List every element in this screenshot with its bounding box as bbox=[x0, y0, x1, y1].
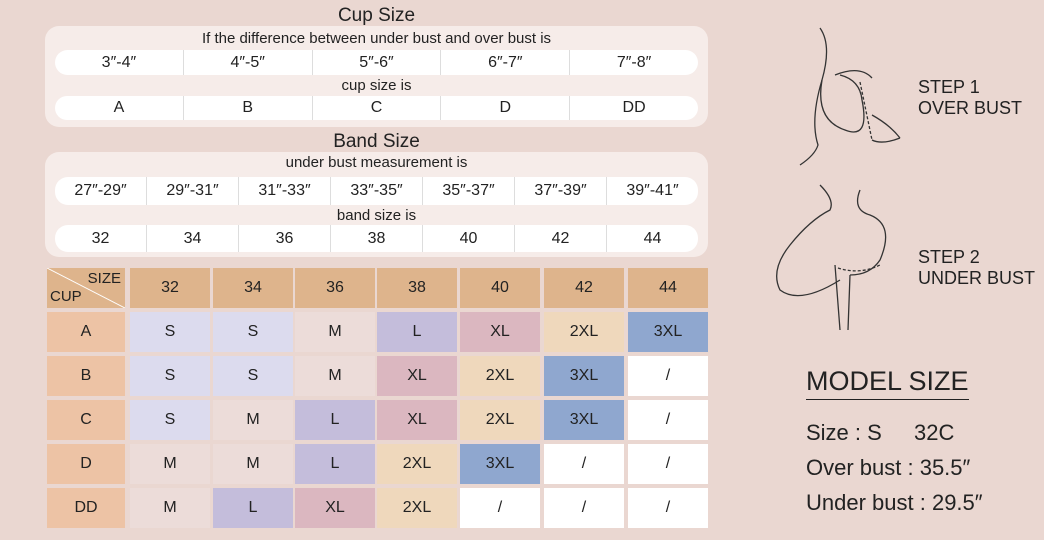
band: 34 bbox=[146, 225, 238, 252]
step-number: STEP 1 bbox=[918, 77, 980, 97]
measurement: 39″-41″ bbox=[606, 177, 698, 205]
row-header: D bbox=[47, 444, 125, 484]
measurement-row: 27″-29″ 29″-31″ 31″-33″ 33″-35″ 35″-37″ 37″-3… bbox=[55, 177, 698, 205]
model-size: Size : S bbox=[806, 420, 882, 445]
prompt: band size is bbox=[336, 207, 417, 224]
column-header: 34 bbox=[213, 268, 293, 308]
size-cell: XL bbox=[460, 312, 540, 352]
row-header: B bbox=[47, 356, 125, 396]
model-under-bust: Under bust : 29.5″ bbox=[806, 490, 983, 515]
size-cell: M bbox=[295, 312, 375, 352]
measurement: 27″-29″ bbox=[74, 182, 127, 199]
size-cell: / bbox=[544, 444, 624, 484]
column-header: 32 bbox=[130, 268, 210, 308]
cup: D bbox=[440, 96, 569, 120]
size-cell: M bbox=[213, 400, 293, 440]
step-number: STEP 2 bbox=[918, 247, 980, 267]
row-header: A bbox=[47, 312, 125, 352]
size-cell: S bbox=[130, 356, 210, 396]
step-label: UNDER BUST bbox=[918, 268, 1036, 288]
size-cell: 2XL bbox=[377, 488, 457, 528]
model-over-bust: Over bust : 35.5″ bbox=[806, 455, 971, 480]
measurement: 33″-35″ bbox=[330, 177, 422, 205]
size-cell: 2XL bbox=[460, 356, 540, 396]
model-title: MODEL SIZE bbox=[806, 366, 969, 400]
size-cell: 3XL bbox=[460, 444, 540, 484]
band: 32 bbox=[91, 229, 110, 247]
illustrations bbox=[776, 27, 901, 331]
measurement: 37″-39″ bbox=[514, 177, 606, 205]
cup: B bbox=[182, 96, 312, 120]
difference: 7″-8″ bbox=[569, 50, 698, 75]
cup: DD bbox=[569, 96, 698, 120]
size-cell: M bbox=[130, 444, 210, 484]
column-header: 44 bbox=[628, 268, 708, 308]
measurement: 29″-31″ bbox=[146, 177, 238, 205]
size-cell: 2XL bbox=[377, 444, 457, 484]
band-row: 32 34 36 38 40 42 44 bbox=[55, 225, 698, 252]
difference: 6″-7″ bbox=[440, 50, 569, 75]
difference: 3″-4″ bbox=[101, 53, 137, 71]
size-cell: XL bbox=[377, 400, 457, 440]
corner-cell: SIZE CUP bbox=[47, 268, 125, 308]
cup: C bbox=[311, 96, 441, 120]
band: 44 bbox=[606, 225, 698, 252]
cup-row: A B C D DD bbox=[55, 96, 698, 120]
size-cell: XL bbox=[377, 356, 457, 396]
model-size-code: 32C bbox=[914, 420, 955, 445]
prompt: If the difference between under bust and… bbox=[201, 30, 552, 47]
section-title: Band Size bbox=[333, 131, 420, 152]
size-cell: / bbox=[628, 488, 708, 528]
section-title: Cup Size bbox=[337, 5, 416, 26]
size-cell: M bbox=[213, 444, 293, 484]
size-cell: XL bbox=[295, 488, 375, 528]
size-cell: M bbox=[295, 356, 375, 396]
size-cell: S bbox=[130, 400, 210, 440]
size-cell: / bbox=[544, 488, 624, 528]
band: 36 bbox=[238, 225, 330, 252]
size-cell: 2XL bbox=[460, 400, 540, 440]
band: 38 bbox=[330, 225, 422, 252]
difference-row: 3″-4″ 4″-5″ 5″-6″ 6″-7″ 7″-8″ bbox=[55, 50, 698, 75]
prompt: cup size is bbox=[341, 77, 412, 94]
size-cell: / bbox=[460, 488, 540, 528]
difference: 5″-6″ bbox=[311, 50, 441, 75]
size-cell: S bbox=[130, 312, 210, 352]
corner-size: SIZE bbox=[87, 270, 121, 287]
step-label: OVER BUST bbox=[918, 98, 1023, 118]
size-cell: 3XL bbox=[544, 356, 624, 396]
difference: 4″-5″ bbox=[182, 50, 312, 75]
size-cell: 3XL bbox=[544, 400, 624, 440]
size-cell: L bbox=[295, 444, 375, 484]
column-header: 40 bbox=[460, 268, 540, 308]
size-cell: M bbox=[130, 488, 210, 528]
prompt: under bust measurement is bbox=[285, 154, 468, 171]
size-cell: 3XL bbox=[628, 312, 708, 352]
size-cell: 2XL bbox=[544, 312, 624, 352]
cup: A bbox=[113, 99, 125, 116]
row-header: DD bbox=[47, 488, 125, 528]
size-cell: S bbox=[213, 312, 293, 352]
row-header: C bbox=[47, 400, 125, 440]
corner-cup: CUP bbox=[50, 288, 82, 305]
measurement: 31″-33″ bbox=[238, 177, 330, 205]
column-header: 36 bbox=[295, 268, 375, 308]
size-cell: L bbox=[295, 400, 375, 440]
band: 40 bbox=[422, 225, 514, 252]
column-header: 42 bbox=[544, 268, 624, 308]
band: 42 bbox=[514, 225, 606, 252]
size-cell: L bbox=[213, 488, 293, 528]
size-cell: / bbox=[628, 356, 708, 396]
size-cell: / bbox=[628, 400, 708, 440]
size-cell: S bbox=[213, 356, 293, 396]
size-cell: / bbox=[628, 444, 708, 484]
column-header: 38 bbox=[377, 268, 457, 308]
measurement: 35″-37″ bbox=[422, 177, 514, 205]
size-cell: L bbox=[377, 312, 457, 352]
